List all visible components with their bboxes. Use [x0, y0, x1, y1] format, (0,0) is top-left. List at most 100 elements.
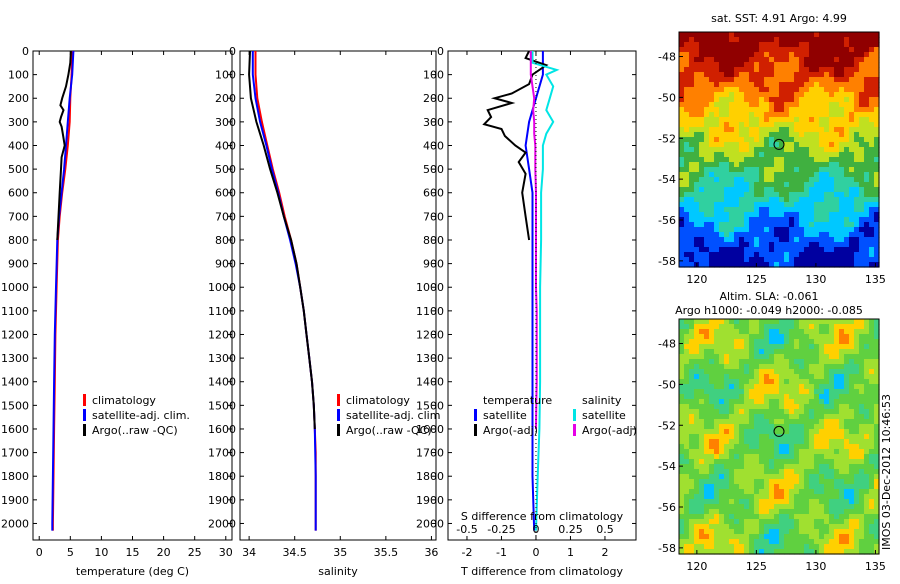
heatmap-cell: [834, 529, 840, 535]
temperature-panel: 0 5 10 15 20 25 300100200300400500600700800900…: [1, 45, 233, 578]
heatmap-cell: [864, 42, 870, 48]
heatmap-cell: [729, 47, 735, 53]
heatmap-cell: [854, 62, 860, 68]
heatmap-cell: [714, 409, 720, 415]
heatmap-cell: [759, 142, 765, 148]
heatmap-cell: [864, 237, 870, 243]
heatmap-cell: [874, 409, 880, 415]
heatmap-cell: [734, 32, 740, 38]
heatmap-cell: [779, 399, 785, 405]
heatmap-cell: [759, 242, 765, 248]
heatmap-cell: [744, 117, 750, 123]
heatmap-cell: [849, 409, 855, 415]
heatmap-cell: [874, 389, 880, 395]
heatmap-cell: [754, 142, 760, 148]
heatmap-cell: [789, 389, 795, 395]
heatmap-cell: [744, 42, 750, 48]
heatmap-cell: [739, 519, 745, 525]
heatmap-cell: [779, 494, 785, 500]
heatmap-cell: [689, 509, 695, 515]
heatmap-cell: [869, 544, 875, 550]
heatmap-cell: [844, 379, 850, 385]
heatmap-cell: [784, 202, 790, 208]
heatmap-cell: [729, 202, 735, 208]
heatmap-cell: [784, 37, 790, 43]
heatmap-cell: [819, 227, 825, 233]
heatmap-cell: [729, 389, 735, 395]
heatmap-cell: [844, 374, 850, 380]
heatmap-cell: [859, 494, 865, 500]
heatmap-cell: [684, 449, 690, 455]
heatmap-cell: [824, 212, 830, 218]
heatmap-cell: [709, 107, 715, 113]
heatmap-cell: [789, 539, 795, 545]
heatmap-cell: [754, 534, 760, 540]
heatmap-cell: [784, 77, 790, 83]
y-tick-label: 2000: [208, 517, 236, 530]
heatmap-cell: [784, 142, 790, 148]
heatmap-cell: [689, 419, 695, 425]
heatmap-cell: [764, 107, 770, 113]
heatmap-cell: [704, 57, 710, 63]
heatmap-cell: [874, 334, 880, 340]
heatmap-cell: [734, 147, 740, 153]
heatmap-cell: [754, 42, 760, 48]
heatmap-cell: [739, 414, 745, 420]
heatmap-cell: [799, 152, 805, 158]
heatmap-cell: [759, 117, 765, 123]
heatmap-cell: [839, 82, 845, 88]
heatmap-cell: [869, 459, 875, 465]
heatmap-cell: [779, 237, 785, 243]
heatmap-cell: [739, 514, 745, 520]
heatmap-cell: [684, 137, 690, 143]
y-tick-label: 900: [423, 258, 444, 271]
heatmap-cell: [804, 212, 810, 218]
heatmap-cell: [849, 444, 855, 450]
heatmap-cell: [854, 207, 860, 213]
heatmap-cell: [789, 242, 795, 248]
heatmap-cell: [679, 42, 685, 48]
heatmap-cell: [869, 262, 875, 268]
heatmap-cell: [829, 122, 835, 128]
heatmap-cell: [769, 117, 775, 123]
heatmap-cell: [824, 519, 830, 525]
heatmap-cell: [754, 374, 760, 380]
heatmap-cell: [834, 257, 840, 263]
heatmap-cell: [764, 142, 770, 148]
heatmap-cell: [849, 379, 855, 385]
heatmap-cell: [829, 374, 835, 380]
heatmap-cell: [849, 474, 855, 480]
heatmap-cell: [724, 52, 730, 58]
heatmap-cell: [709, 334, 715, 340]
heatmap-cell: [754, 539, 760, 545]
heatmap-cell: [749, 232, 755, 238]
heatmap-cell: [774, 479, 780, 485]
heatmap-cell: [714, 504, 720, 510]
heatmap-cell: [809, 232, 815, 238]
heatmap-cell: [734, 82, 740, 88]
heatmap-cell: [834, 339, 840, 345]
heatmap-cell: [824, 127, 830, 133]
heatmap-cell: [799, 359, 805, 365]
heatmap-cell: [719, 534, 725, 540]
heatmap-cell: [769, 464, 775, 470]
argo-float-marker: [773, 138, 785, 150]
heatmap-cell: [789, 404, 795, 410]
heatmap-cell: [809, 339, 815, 345]
heatmap-cell: [824, 534, 830, 540]
heatmap-cell: [804, 459, 810, 465]
y-tick-label: 800: [8, 234, 29, 247]
heatmap-cell: [869, 257, 875, 263]
heatmap-cell: [739, 434, 745, 440]
heatmap-cell: [819, 222, 825, 228]
heatmap-cell: [869, 152, 875, 158]
x-tick-label: 120: [686, 273, 707, 286]
heatmap-cell: [854, 57, 860, 63]
heatmap-cell: [719, 389, 725, 395]
heatmap-cell: [794, 177, 800, 183]
heatmap-cell: [774, 474, 780, 480]
heatmap-cell: [869, 57, 875, 63]
heatmap-cell: [809, 349, 815, 355]
heatmap-cell: [704, 409, 710, 415]
heatmap-cell: [834, 424, 840, 430]
